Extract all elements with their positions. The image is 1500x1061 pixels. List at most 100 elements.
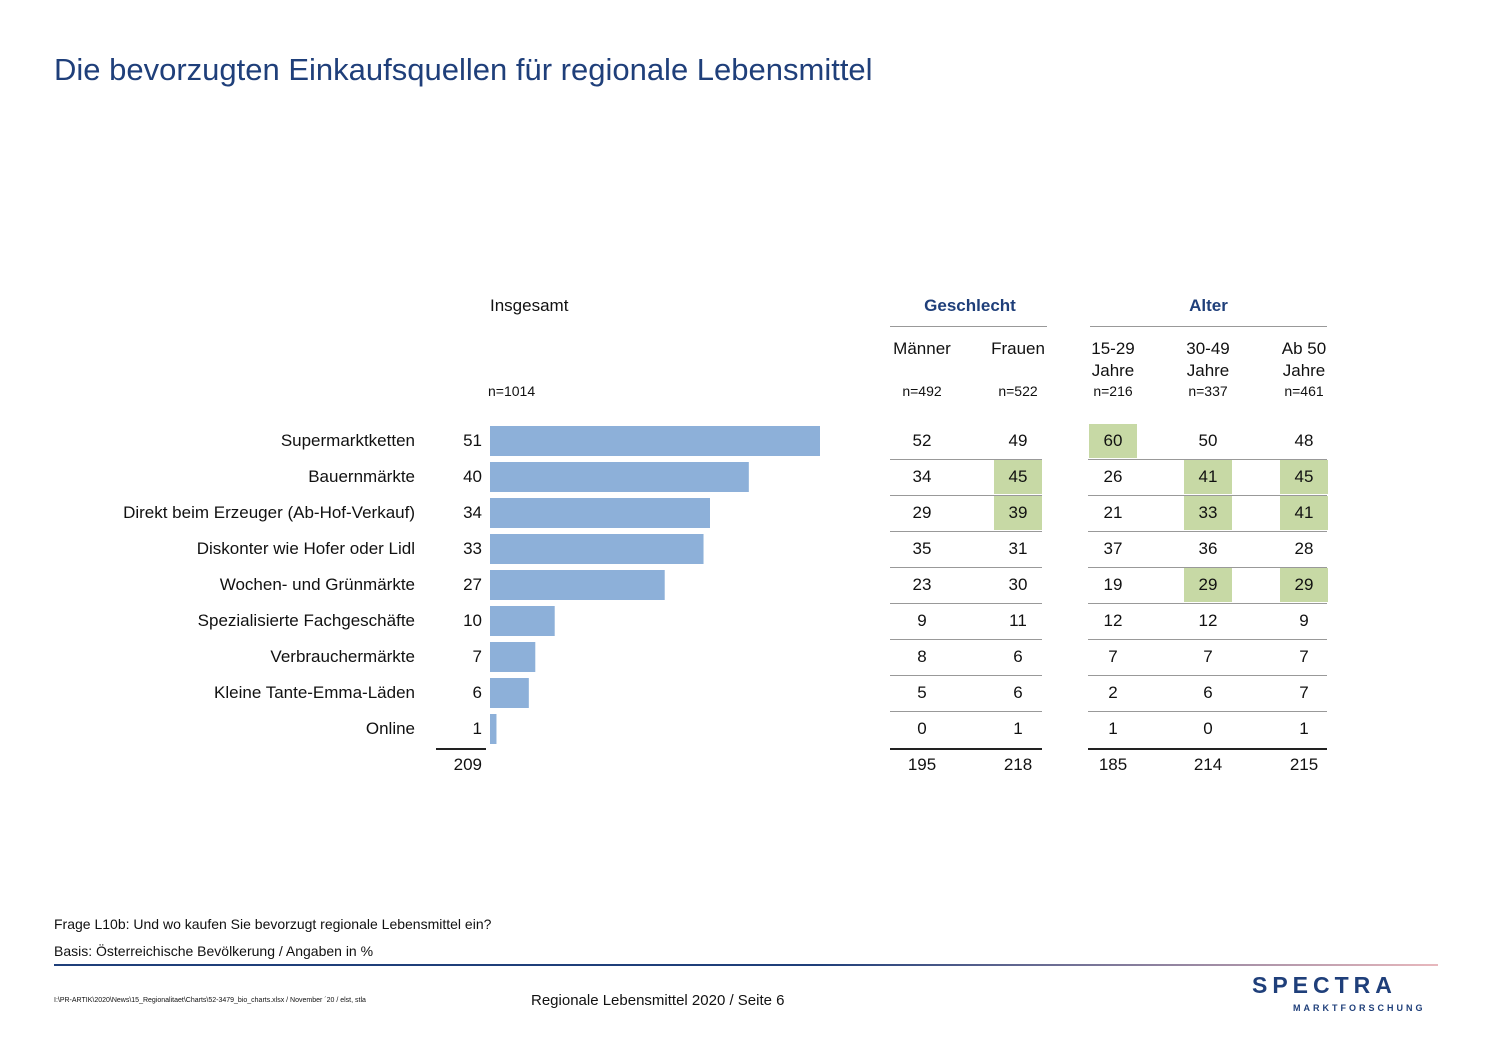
row-divider bbox=[1088, 459, 1327, 460]
table-cell: 60 bbox=[1089, 424, 1137, 458]
column-header: 15-29 Jahre bbox=[1091, 339, 1135, 380]
total-rule bbox=[1088, 748, 1327, 750]
bar bbox=[490, 534, 704, 564]
bar bbox=[490, 498, 710, 528]
category-label: Bauernmärkte bbox=[308, 467, 415, 486]
age-group-divider bbox=[1090, 326, 1327, 327]
column-sample-size: n=216 bbox=[1093, 383, 1133, 399]
table-cell: 11 bbox=[1009, 611, 1027, 630]
table-cell: 23 bbox=[912, 575, 932, 594]
row-divider bbox=[1088, 567, 1327, 568]
spectra-logo: SPECTRA bbox=[1252, 972, 1397, 998]
bar bbox=[490, 642, 536, 672]
column-sample-size: n=522 bbox=[998, 383, 1038, 399]
overall-header: Insgesamt bbox=[490, 296, 569, 315]
column-sample-size: n=461 bbox=[1284, 383, 1324, 399]
file-path: I:\PR-ARTIK\2020\News\15_Regionalitaet\C… bbox=[54, 997, 366, 1004]
table-cell: 12 bbox=[1198, 611, 1218, 630]
data-label: 51 bbox=[463, 431, 482, 450]
data-label: 33 bbox=[463, 539, 482, 558]
category-label: Diskonter wie Hofer oder Lidl bbox=[196, 539, 415, 558]
row-divider bbox=[1088, 495, 1327, 496]
table-cell: 6 bbox=[1013, 647, 1023, 666]
table-cell: 36 bbox=[1198, 539, 1218, 558]
table-cell: 45 bbox=[994, 460, 1042, 494]
overall-n: n=1014 bbox=[488, 383, 536, 399]
bar bbox=[490, 570, 665, 600]
table-cell: 29 bbox=[1280, 568, 1328, 602]
table-cell: 28 bbox=[1294, 539, 1314, 558]
table-cell: 2 bbox=[1108, 683, 1118, 702]
data-label: 27 bbox=[463, 575, 482, 594]
row-divider bbox=[1088, 603, 1327, 604]
table-cell: 26 bbox=[1103, 467, 1123, 486]
table-cell: 8 bbox=[917, 647, 927, 666]
table-cell: 0 bbox=[1203, 719, 1213, 738]
table-cell: 34 bbox=[912, 467, 932, 486]
table-cell: 21 bbox=[1103, 503, 1123, 522]
basis-note: Basis: Österreichische Bevölkerung / Ang… bbox=[54, 943, 374, 959]
category-label: Kleine Tante-Emma-Läden bbox=[214, 683, 415, 702]
total-cell: 214 bbox=[1193, 755, 1223, 774]
table-cell: 31 bbox=[1008, 539, 1028, 558]
row-divider bbox=[1088, 639, 1327, 640]
row-divider bbox=[890, 639, 1042, 640]
bar bbox=[490, 426, 820, 456]
total-cell: 195 bbox=[907, 755, 937, 774]
question-note: Frage L10b: Und wo kaufen Sie bevorzugt … bbox=[54, 916, 492, 932]
table-cell: 5 bbox=[917, 683, 927, 702]
data-label: 34 bbox=[463, 503, 482, 522]
table-cell: 49 bbox=[1008, 431, 1028, 450]
total-cell: 185 bbox=[1098, 755, 1128, 774]
table-cell: 45 bbox=[1280, 460, 1328, 494]
table-cell: 0 bbox=[917, 719, 927, 738]
spectra-logo-subtitle: MARKTFORSCHUNG bbox=[1293, 1003, 1426, 1013]
bar bbox=[490, 606, 555, 636]
row-divider bbox=[890, 711, 1042, 712]
category-label: Supermarktketten bbox=[280, 431, 415, 450]
table-cell: 6 bbox=[1203, 683, 1213, 702]
column-sample-size: n=492 bbox=[902, 383, 942, 399]
table-cell: 33 bbox=[1184, 496, 1232, 530]
category-label: Direkt beim Erzeuger (Ab-Hof-Verkauf) bbox=[123, 503, 415, 522]
category-label: Wochen- und Grünmärkte bbox=[219, 575, 415, 594]
data-label: 6 bbox=[472, 683, 482, 702]
column-header: Ab 50 Jahre bbox=[1281, 339, 1327, 380]
bar bbox=[490, 462, 749, 492]
category-label: Verbrauchermärkte bbox=[270, 647, 415, 666]
table-cell: 1 bbox=[1108, 719, 1118, 738]
table-cell: 9 bbox=[917, 611, 927, 630]
category-label: Online bbox=[365, 719, 415, 738]
table-cell: 6 bbox=[1013, 683, 1023, 702]
table-cell: 50 bbox=[1198, 431, 1218, 450]
total-cell: 215 bbox=[1289, 755, 1319, 774]
table-cell: 12 bbox=[1103, 611, 1123, 630]
total-value: 209 bbox=[453, 755, 482, 774]
data-label: 7 bbox=[472, 647, 482, 666]
table-cell: 48 bbox=[1294, 431, 1314, 450]
data-label: 40 bbox=[463, 467, 482, 486]
table-cell: 41 bbox=[1184, 460, 1232, 494]
table-cell: 39 bbox=[994, 496, 1042, 530]
table-cell: 7 bbox=[1108, 647, 1118, 666]
table-cell: 41 bbox=[1280, 496, 1328, 530]
bar bbox=[490, 678, 529, 708]
table-cell: 7 bbox=[1203, 647, 1213, 666]
gender-group-divider bbox=[890, 326, 1047, 327]
page-footer-label: Regionale Lebensmittel 2020 / Seite 6 bbox=[531, 992, 785, 1009]
row-divider bbox=[890, 603, 1042, 604]
table-cell: 29 bbox=[912, 503, 932, 522]
row-divider bbox=[890, 675, 1042, 676]
table-cell: 1 bbox=[1013, 719, 1023, 738]
total-rule bbox=[436, 748, 486, 750]
table-cell: 30 bbox=[1008, 575, 1028, 594]
table-cell: 7 bbox=[1299, 683, 1309, 702]
row-divider bbox=[890, 531, 1042, 532]
table-cell: 29 bbox=[1184, 568, 1232, 602]
table-cell: 52 bbox=[912, 431, 932, 450]
row-divider bbox=[890, 459, 1042, 460]
data-label: 1 bbox=[472, 719, 482, 738]
table-cell: 35 bbox=[912, 539, 932, 558]
row-divider bbox=[1088, 531, 1327, 532]
